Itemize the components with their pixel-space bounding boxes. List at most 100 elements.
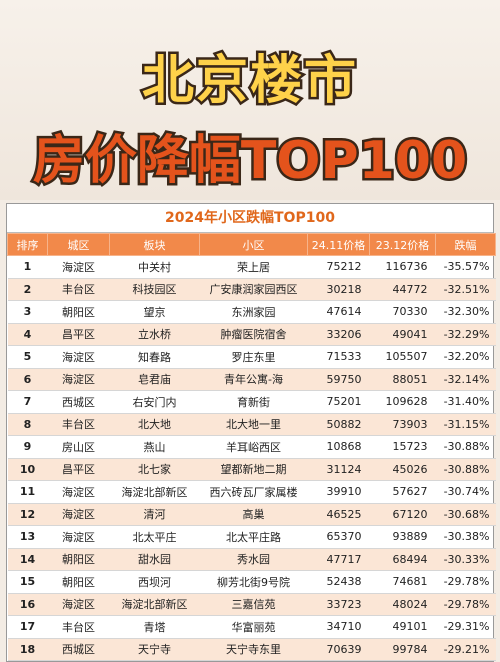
- price-2312-cell: 15723: [369, 435, 436, 459]
- district-cell: 西城区: [47, 638, 110, 661]
- price-2411-cell: 10868: [307, 435, 370, 459]
- price-2312-cell: 68494: [369, 548, 436, 571]
- district-cell: 朝阳区: [47, 570, 110, 594]
- page-title: 北京楼市: [139, 49, 358, 114]
- decline-cell: -29.78%: [435, 570, 496, 594]
- rank-cell: 8: [7, 413, 48, 436]
- hero-banner: 北京楼市 房价降幅TOP100: [0, 0, 500, 200]
- decline-cell: -30.74%: [435, 480, 496, 504]
- price-2411-cell: 59750: [307, 368, 370, 391]
- decline-cell: -32.14%: [435, 368, 496, 391]
- table-row: 1 海淀区 中关村 荣上居 75212 116736 -35.57%: [7, 255, 496, 279]
- area-cell: 北七家: [109, 458, 200, 481]
- table-row: 9 房山区 燕山 羊耳峪西区 10868 15723 -30.88%: [7, 435, 496, 459]
- rank-cell: 16: [7, 593, 48, 616]
- price-2411-cell: 31124: [307, 458, 370, 481]
- community-cell: 罗庄东里: [199, 345, 308, 369]
- area-cell: 北大地: [109, 413, 200, 436]
- price-2312-cell: 49041: [369, 323, 436, 346]
- header-district: 城区: [47, 233, 110, 256]
- community-cell: 华富丽苑: [199, 615, 308, 639]
- rank-cell: 2: [7, 278, 48, 301]
- community-cell: 柳芳北街9号院: [199, 570, 308, 594]
- district-cell: 昌平区: [47, 323, 110, 346]
- community-cell: 三嘉信苑: [199, 593, 308, 616]
- decline-cell: -29.78%: [435, 593, 496, 616]
- decline-cell: -32.30%: [435, 300, 496, 324]
- table-row: 6 海淀区 皂君庙 青年公寓-海 59750 88051 -32.14%: [7, 368, 496, 391]
- price-2411-cell: 75212: [307, 255, 370, 279]
- rank-cell: 11: [7, 480, 48, 504]
- header-community: 小区: [199, 233, 308, 256]
- rank-cell: 3: [7, 300, 48, 324]
- district-cell: 朝阳区: [47, 548, 110, 571]
- header-area: 板块: [109, 233, 200, 256]
- area-cell: 甜水园: [109, 548, 200, 571]
- decline-cell: -30.33%: [435, 548, 496, 571]
- price-2312-cell: 57627: [369, 480, 436, 504]
- community-cell: 羊耳峪西区: [199, 435, 308, 459]
- rank-cell: 14: [7, 548, 48, 571]
- price-2411-cell: 75201: [307, 390, 370, 414]
- page-subtitle: 房价降幅TOP100: [30, 129, 469, 194]
- area-cell: 天宁寺: [109, 638, 200, 661]
- price-2411-cell: 30218: [307, 278, 370, 301]
- area-cell: 右安门内: [109, 390, 200, 414]
- price-2411-cell: 71533: [307, 345, 370, 369]
- district-cell: 朝阳区: [47, 300, 110, 324]
- community-cell: 育新街: [199, 390, 308, 414]
- table-row: 5 海淀区 知春路 罗庄东里 71533 105507 -32.20%: [7, 345, 496, 369]
- price-2312-cell: 99784: [369, 638, 436, 661]
- price-2312-cell: 48024: [369, 593, 436, 616]
- area-cell: 清河: [109, 503, 200, 526]
- price-2411-cell: 50882: [307, 413, 370, 436]
- decline-cell: -30.88%: [435, 435, 496, 459]
- decline-cell: -30.88%: [435, 458, 496, 481]
- price-2312-cell: 45026: [369, 458, 436, 481]
- ranking-table: 排序 城区 板块 小区 24.11价格 23.12价格 跌幅 1 海淀区 中关村 荣上…: [7, 233, 496, 661]
- district-cell: 海淀区: [47, 345, 110, 369]
- area-cell: 知春路: [109, 345, 200, 369]
- table-row: 16 海淀区 海淀北部新区 三嘉信苑 33723 48024 -29.78%: [7, 593, 496, 616]
- table-row: 11 海淀区 海淀北部新区 西六砖瓦厂家属楼 39910 57627 -30.74%: [7, 480, 496, 504]
- price-2411-cell: 65370: [307, 525, 370, 549]
- community-cell: 北大地一里: [199, 413, 308, 436]
- community-cell: 天宁寺东里: [199, 638, 308, 661]
- table-row: 17 丰台区 青塔 华富丽苑 34710 49101 -29.31%: [7, 615, 496, 639]
- district-cell: 海淀区: [47, 368, 110, 391]
- price-2312-cell: 44772: [369, 278, 436, 301]
- price-2411-cell: 47717: [307, 548, 370, 571]
- header-price-2312: 23.12价格: [369, 233, 436, 256]
- community-cell: 高巢: [199, 503, 308, 526]
- area-cell: 青塔: [109, 615, 200, 639]
- decline-cell: -32.51%: [435, 278, 496, 301]
- community-cell: 北太平庄路: [199, 525, 308, 549]
- community-cell: 望都新地二期: [199, 458, 308, 481]
- rank-cell: 13: [7, 525, 48, 549]
- district-cell: 海淀区: [47, 255, 110, 279]
- rank-cell: 18: [7, 638, 48, 661]
- price-2312-cell: 88051: [369, 368, 436, 391]
- area-cell: 皂君庙: [109, 368, 200, 391]
- price-2312-cell: 70330: [369, 300, 436, 324]
- area-cell: 北太平庄: [109, 525, 200, 549]
- rank-cell: 5: [7, 345, 48, 369]
- area-cell: 望京: [109, 300, 200, 324]
- price-2411-cell: 39910: [307, 480, 370, 504]
- district-cell: 海淀区: [47, 480, 110, 504]
- price-2411-cell: 33206: [307, 323, 370, 346]
- table-caption: 2024年小区跌幅TOP100: [7, 204, 493, 233]
- community-cell: 荣上居: [199, 255, 308, 279]
- decline-cell: -31.40%: [435, 390, 496, 414]
- decline-cell: -31.15%: [435, 413, 496, 436]
- price-2312-cell: 93889: [369, 525, 436, 549]
- community-cell: 广安康润家园西区: [199, 278, 308, 301]
- community-cell: 青年公寓-海: [199, 368, 308, 391]
- table-row: 7 西城区 右安门内 育新街 75201 109628 -31.40%: [7, 390, 496, 414]
- header-rank: 排序: [7, 233, 48, 256]
- table-row: 10 昌平区 北七家 望都新地二期 31124 45026 -30.88%: [7, 458, 496, 481]
- rank-cell: 6: [7, 368, 48, 391]
- table-header-row: 排序 城区 板块 小区 24.11价格 23.12价格 跌幅: [7, 233, 496, 256]
- area-cell: 海淀北部新区: [109, 480, 200, 504]
- rank-cell: 10: [7, 458, 48, 481]
